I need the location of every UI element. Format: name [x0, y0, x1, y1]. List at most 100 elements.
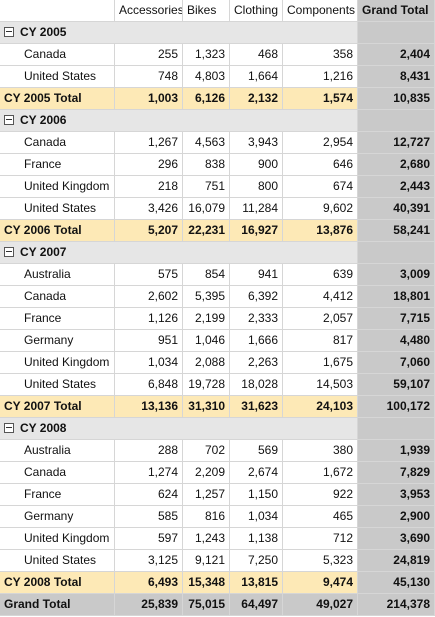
- value-cell-text: 59,107: [393, 377, 430, 391]
- value-cell-text: 2,209: [194, 465, 225, 479]
- value-cell-text: 5,207: [147, 223, 178, 237]
- column-header-text: Accessories: [119, 3, 183, 17]
- value-cell-text: 12,727: [393, 135, 430, 149]
- value-cell-text: 380: [332, 443, 353, 457]
- value-cell-text: 702: [204, 443, 225, 457]
- grand-total-label: Grand Total: [0, 594, 115, 616]
- value-cell: 6,848: [115, 374, 183, 396]
- row-label: France: [0, 484, 115, 506]
- value-cell-text: 31,310: [188, 399, 225, 413]
- value-cell: 2,404: [358, 44, 435, 66]
- group-label: CY 2007: [20, 245, 67, 259]
- value-cell: 854: [183, 264, 230, 286]
- row-label: United States: [0, 374, 115, 396]
- value-cell-text: 639: [332, 267, 353, 281]
- value-cell: 1,216: [283, 66, 358, 88]
- value-cell-text: 7,060: [399, 355, 430, 369]
- value-cell-text: 1,003: [147, 91, 178, 105]
- value-cell: 624: [115, 484, 183, 506]
- value-cell-text: 100,172: [386, 399, 430, 413]
- column-header-text: Bikes: [187, 3, 217, 17]
- value-cell-text: 816: [204, 509, 225, 523]
- value-cell-text: 9,602: [322, 201, 353, 215]
- row-label-text: Australia: [24, 267, 71, 281]
- value-cell: 100,172: [358, 396, 435, 418]
- value-cell-text: 3,690: [399, 531, 430, 545]
- collapse-button[interactable]: [4, 27, 14, 37]
- value-cell-text: 3,426: [147, 201, 178, 215]
- collapse-button[interactable]: [4, 423, 14, 433]
- value-cell-text: 1,675: [322, 355, 353, 369]
- value-cell-text: 922: [332, 487, 353, 501]
- value-cell: 3,125: [115, 550, 183, 572]
- value-cell-text: 49,027: [316, 597, 353, 611]
- value-cell: 6,493: [115, 572, 183, 594]
- value-cell-text: 597: [157, 531, 178, 545]
- collapse-button[interactable]: [4, 115, 14, 125]
- value-cell-text: 1,672: [322, 465, 353, 479]
- row-label-text: France: [24, 487, 62, 501]
- value-cell-text: 18,801: [393, 289, 430, 303]
- value-cell-text: 2,088: [194, 355, 225, 369]
- value-cell: 2,443: [358, 176, 435, 198]
- value-cell: 59,107: [358, 374, 435, 396]
- value-cell-text: 14,503: [316, 377, 353, 391]
- row-label: United Kingdom: [0, 528, 115, 550]
- value-cell: 6,126: [183, 88, 230, 110]
- value-cell-text: 358: [332, 47, 353, 61]
- value-cell: 7,060: [358, 352, 435, 374]
- value-cell: 25,839: [115, 594, 183, 616]
- value-cell-text: 2,263: [247, 355, 278, 369]
- value-cell: 13,876: [283, 220, 358, 242]
- value-cell: 4,412: [283, 286, 358, 308]
- value-cell-text: 2,674: [247, 465, 278, 479]
- value-cell-text: 40,391: [393, 201, 430, 215]
- grand-total-column: [358, 242, 435, 264]
- row-label-text: United States: [24, 377, 97, 391]
- row-label: France: [0, 154, 115, 176]
- value-cell-text: 468: [257, 47, 278, 61]
- grand-total-column: [358, 22, 435, 44]
- value-cell-text: 255: [157, 47, 178, 61]
- value-cell: 24,819: [358, 550, 435, 572]
- value-cell-text: 2,602: [147, 289, 178, 303]
- row-label: Australia: [0, 264, 115, 286]
- value-cell: 18,801: [358, 286, 435, 308]
- collapse-button[interactable]: [4, 247, 14, 257]
- value-cell: 7,715: [358, 308, 435, 330]
- value-cell: 10,835: [358, 88, 435, 110]
- row-label-text: United States: [24, 553, 97, 567]
- row-label-text: Canada: [24, 135, 67, 149]
- subtotal-label-text: CY 2006 Total: [4, 223, 82, 237]
- value-cell: 40,391: [358, 198, 435, 220]
- value-cell-text: 1,939: [399, 443, 430, 457]
- row-label: Canada: [0, 462, 115, 484]
- value-cell-text: 18,028: [241, 377, 278, 391]
- value-cell: 3,943: [230, 132, 283, 154]
- value-cell: 1,003: [115, 88, 183, 110]
- value-cell: 5,323: [283, 550, 358, 572]
- grand-total-column: [358, 418, 435, 440]
- value-cell-text: 1,666: [247, 333, 278, 347]
- value-cell: 12,727: [358, 132, 435, 154]
- value-cell-text: 2,333: [247, 311, 278, 325]
- value-cell: 13,815: [230, 572, 283, 594]
- row-label-text: United Kingdom: [24, 179, 110, 193]
- value-cell: 1,666: [230, 330, 283, 352]
- group-label: CY 2008: [20, 421, 67, 435]
- value-cell-text: 58,241: [393, 223, 430, 237]
- value-cell: 1,046: [183, 330, 230, 352]
- row-label-text: United States: [24, 201, 97, 215]
- value-cell: 9,602: [283, 198, 358, 220]
- value-cell: 646: [283, 154, 358, 176]
- value-cell-text: 800: [257, 179, 278, 193]
- value-cell: 3,009: [358, 264, 435, 286]
- value-cell: 7,829: [358, 462, 435, 484]
- value-cell-text: 1,267: [147, 135, 178, 149]
- value-cell-text: 3,125: [147, 553, 178, 567]
- value-cell-text: 75,015: [188, 597, 225, 611]
- value-cell: 900: [230, 154, 283, 176]
- column-header: Clothing: [230, 0, 283, 22]
- value-cell-text: 1,150: [247, 487, 278, 501]
